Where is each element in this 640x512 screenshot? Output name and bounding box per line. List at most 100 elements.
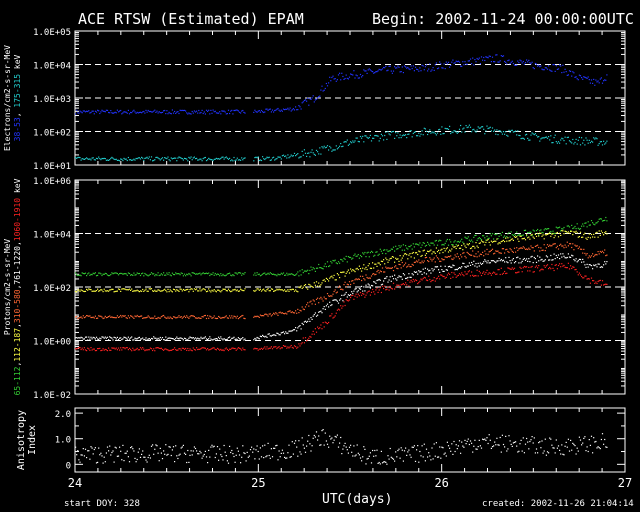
data-point: [598, 253, 600, 255]
data-point: [322, 300, 324, 302]
data-point: [369, 294, 371, 296]
data-point: [82, 349, 84, 351]
electrons-data: [75, 54, 608, 162]
y-tick-label: 1.0E+05: [33, 28, 71, 38]
data-point: [160, 112, 162, 114]
data-point: [566, 136, 568, 139]
data-point: [209, 349, 211, 351]
data-point: [521, 62, 523, 64]
data-point: [461, 441, 463, 443]
data-point: [309, 284, 311, 286]
data-point: [267, 315, 269, 317]
data-point: [414, 243, 417, 245]
data-point: [486, 437, 488, 439]
data-point: [325, 82, 327, 85]
data-point: [355, 288, 357, 290]
data-point: [288, 330, 290, 332]
data-point: [508, 435, 510, 437]
data-point: [243, 339, 245, 341]
data-point: [304, 99, 307, 101]
data-point: [548, 452, 550, 454]
data-point: [539, 140, 541, 142]
data-point: [297, 153, 299, 155]
data-point: [589, 444, 591, 446]
data-point: [601, 250, 604, 252]
data-point: [375, 134, 377, 137]
data-point: [127, 336, 129, 338]
data-point: [302, 272, 304, 274]
data-point: [306, 304, 308, 306]
data-point: [159, 290, 161, 292]
data-point: [117, 338, 120, 341]
data-point: [537, 228, 539, 231]
data-point: [477, 251, 479, 253]
data-point: [152, 290, 154, 292]
data-point: [183, 273, 186, 275]
data-point: [605, 142, 607, 144]
data-point: [364, 279, 366, 281]
data-point: [416, 279, 418, 282]
electrons-panel: 1.0E+051.0E+041.0E+031.0E+021.0E+01: [33, 28, 626, 172]
data-point: [378, 140, 380, 142]
data-point: [313, 314, 315, 316]
data-point: [422, 65, 424, 67]
data-point: [317, 314, 319, 316]
data-point: [302, 323, 304, 326]
data-point: [122, 288, 124, 290]
data-point: [345, 446, 347, 448]
data-point: [488, 237, 490, 239]
data-point: [163, 349, 165, 351]
data-point: [552, 142, 554, 144]
data-point: [594, 138, 596, 140]
data-point: [78, 347, 80, 349]
data-point: [597, 263, 599, 265]
data-point: [317, 326, 319, 328]
data-point: [92, 157, 94, 159]
data-point: [117, 159, 120, 161]
data-point: [606, 254, 608, 256]
data-point: [416, 135, 418, 137]
data-point: [467, 126, 469, 128]
data-point: [109, 336, 111, 338]
data-point: [546, 233, 549, 235]
data-point: [172, 157, 175, 159]
data-point: [400, 71, 402, 73]
data-point: [319, 311, 321, 313]
data-point: [229, 157, 231, 159]
data-point: [595, 232, 597, 234]
data-point: [275, 445, 277, 447]
data-point: [423, 443, 425, 445]
data-point: [256, 272, 258, 274]
data-point: [94, 272, 96, 274]
data-point: [178, 290, 180, 292]
data-point: [542, 234, 544, 236]
data-point: [186, 349, 188, 351]
data-point: [556, 268, 558, 270]
data-point: [579, 258, 582, 261]
data-point: [402, 72, 404, 74]
data-point: [306, 270, 308, 272]
data-point: [577, 227, 579, 229]
data-point: [518, 271, 520, 273]
data-point: [332, 277, 334, 279]
data-point: [354, 295, 356, 297]
data-point: [78, 289, 80, 291]
data-point: [430, 258, 432, 260]
data-point: [408, 264, 410, 266]
data-point: [182, 444, 184, 446]
data-point: [293, 274, 296, 276]
data-point: [546, 264, 549, 266]
data-point: [535, 235, 538, 237]
protons-gridlines: [75, 233, 625, 341]
data-point: [483, 56, 485, 59]
data-point: [367, 251, 369, 253]
data-point: [588, 439, 590, 441]
data-point: [465, 125, 467, 127]
data-point: [331, 262, 333, 264]
data-point: [424, 277, 426, 279]
data-point: [160, 290, 162, 292]
data-point: [567, 245, 569, 247]
data-point: [339, 285, 341, 287]
data-point: [471, 247, 473, 249]
data-point: [158, 347, 160, 349]
